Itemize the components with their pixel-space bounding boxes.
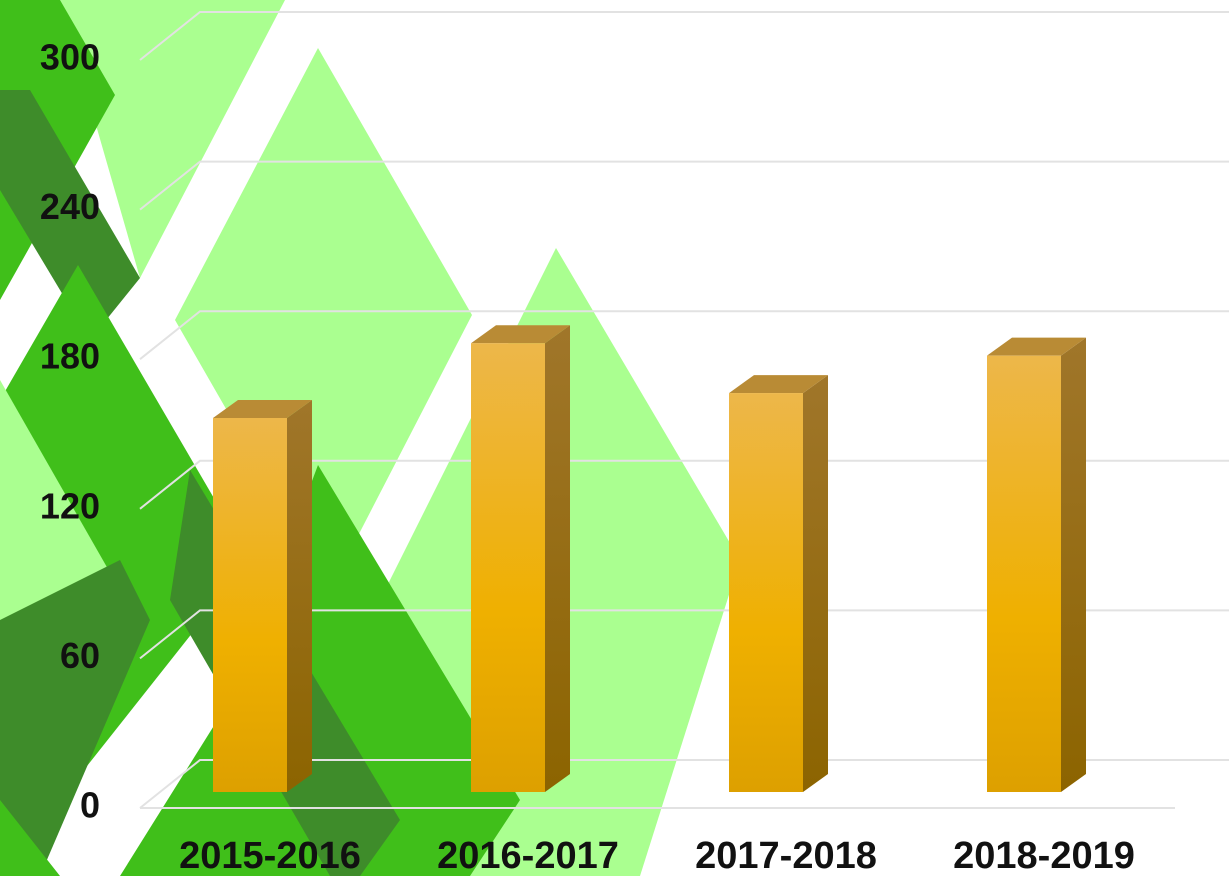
- x-tick-label: 2015-2016: [179, 835, 361, 876]
- x-tick-label: 2016-2017: [437, 835, 619, 876]
- bar-side: [1061, 338, 1086, 792]
- y-tick-label: 300: [40, 37, 100, 78]
- x-tick-label: 2018-2019: [953, 835, 1135, 876]
- bar: [213, 418, 287, 792]
- y-tick-label: 240: [40, 186, 100, 227]
- y-tick-label: 120: [40, 485, 100, 526]
- chart: 0 60 120 180 240 300 2015-2016 2016-2017 2017-20…: [0, 0, 1229, 876]
- y-tick-label: 0: [80, 785, 100, 826]
- background-decoration: [0, 0, 740, 876]
- bar: [987, 356, 1061, 792]
- bar: [729, 393, 803, 792]
- grid-line: [140, 12, 1229, 60]
- y-tick-label: 60: [60, 635, 100, 676]
- bar-side: [287, 400, 312, 792]
- bar-side: [803, 375, 828, 792]
- bar: [471, 343, 545, 792]
- x-tick-label: 2017-2018: [695, 835, 877, 876]
- bar-side: [545, 325, 570, 792]
- y-tick-label: 180: [40, 336, 100, 377]
